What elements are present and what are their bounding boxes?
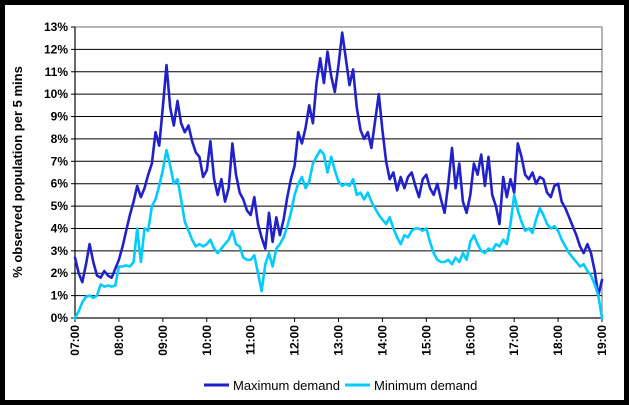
x-tick-label: 09:00 <box>156 325 170 356</box>
y-tick-label: 5% <box>51 199 69 213</box>
x-tick-label: 15:00 <box>419 325 433 356</box>
series-layer <box>73 31 604 320</box>
x-tick-label: 17:00 <box>507 325 521 356</box>
y-tick-label: 10% <box>44 87 68 101</box>
y-axis-title: % observed population per 5 mins <box>10 66 25 278</box>
y-tick-label: 2% <box>51 266 69 280</box>
axes-layer <box>71 26 603 322</box>
x-tick-label: 16:00 <box>463 325 477 356</box>
series-maximum-demand <box>73 31 604 297</box>
y-tick-label: 4% <box>51 221 69 235</box>
y-tick-label: 13% <box>44 20 68 34</box>
x-tick-label: 13:00 <box>332 325 346 356</box>
x-tick-label: 07:00 <box>68 325 82 356</box>
y-tick-label: 12% <box>44 42 68 56</box>
legend: Maximum demand Minimum demand <box>204 378 477 393</box>
y-tick-label: 0% <box>51 311 69 325</box>
legend-label-minimum-demand: Minimum demand <box>374 378 477 393</box>
x-tick-label: 10:00 <box>200 325 214 356</box>
y-tick-label: 9% <box>51 110 69 124</box>
y-tick-label: 6% <box>51 177 69 191</box>
tick-labels-layer: 0% 1% 2% 3% 4% 5% 6% 7% 8% 9% 10% 11% 12% 13% 07:00 08:… <box>44 20 609 356</box>
x-tick-label: 08:00 <box>112 325 126 356</box>
y-tick-label: 8% <box>51 132 69 146</box>
y-tick-label: 3% <box>51 244 69 258</box>
y-tick-label: 11% <box>45 65 69 79</box>
y-tick-label: 1% <box>51 289 69 303</box>
legend-label-maximum-demand: Maximum demand <box>233 378 340 393</box>
x-tick-label: 14:00 <box>375 325 389 356</box>
series-minimum-demand <box>73 148 604 320</box>
x-tick-label: 18:00 <box>551 325 565 356</box>
x-tick-label: 19:00 <box>595 325 609 356</box>
y-tick-label: 7% <box>51 154 69 168</box>
x-tick-label: 11:00 <box>244 325 258 355</box>
x-tick-label: 12:00 <box>288 325 302 356</box>
